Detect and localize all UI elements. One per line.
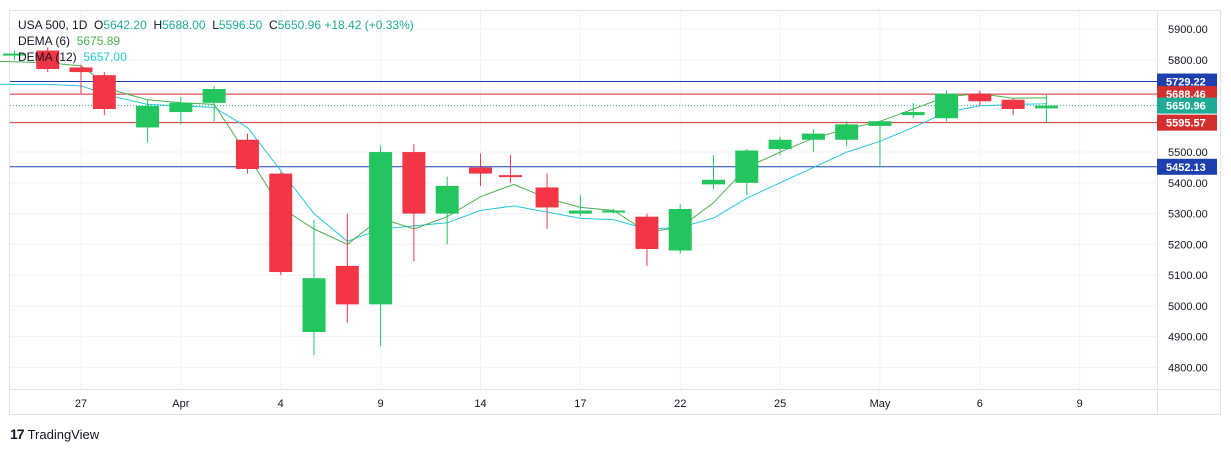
open-label: O xyxy=(94,18,104,32)
x-tick-label: Apr xyxy=(172,398,189,410)
time-axis: 27 Apr 4 9 14 17 22 25 May 6 9 xyxy=(75,398,1083,410)
candle-up xyxy=(435,185,459,214)
candle-up xyxy=(1034,105,1058,109)
candle-up xyxy=(202,88,226,103)
candle-up xyxy=(801,133,825,140)
candle-down xyxy=(468,167,492,174)
x-tick-label: 9 xyxy=(1077,398,1083,410)
candle-down xyxy=(269,173,293,273)
y-tick-label: 5400.00 xyxy=(1168,178,1208,190)
candle-up xyxy=(302,278,326,333)
y-tick-label: 5200.00 xyxy=(1168,239,1208,251)
x-tick-label: 25 xyxy=(774,398,786,410)
candle-up xyxy=(668,208,692,251)
change-value: +18.42 (+0.33%) xyxy=(324,18,414,32)
candle-up xyxy=(901,112,925,116)
brand-name: TradingView xyxy=(27,426,100,442)
x-tick-label: 17 xyxy=(574,398,586,410)
x-tick-label: 6 xyxy=(977,398,983,410)
candle-up xyxy=(369,152,393,305)
price-tag xyxy=(1157,158,1217,175)
close-value: 5650.96 xyxy=(277,18,321,32)
candle-down xyxy=(402,152,426,214)
dema12-label: DEMA (12) xyxy=(18,50,77,64)
y-tick-label: 4900.00 xyxy=(1168,332,1208,344)
ohlc-row: USA 500, 1D O5642.20 H5688.00 L5596.50 C… xyxy=(18,17,414,33)
tradingview-brand[interactable]: 17 TradingView xyxy=(10,426,99,442)
candle-up xyxy=(735,150,759,183)
price-axis-divider xyxy=(1157,10,1158,415)
x-tick-label: 27 xyxy=(75,398,87,410)
high-value: 5688.00 xyxy=(162,18,206,32)
high-label: H xyxy=(153,18,163,32)
y-tick-label: 5100.00 xyxy=(1168,270,1208,282)
y-tick-label: 5000.00 xyxy=(1168,301,1208,313)
x-tick-label: May xyxy=(870,398,891,410)
candle-up xyxy=(935,93,959,119)
low-label: L xyxy=(212,18,219,32)
y-tick-label: 4800.00 xyxy=(1168,362,1208,374)
candle-down xyxy=(498,175,522,178)
y-tick-label: 5800.00 xyxy=(1168,55,1208,67)
candles xyxy=(2,47,1058,356)
candle-up xyxy=(768,139,792,149)
y-tick-label: 5300.00 xyxy=(1168,209,1208,221)
candle-down xyxy=(1001,99,1025,109)
candle-down xyxy=(635,216,659,249)
y-tick-label: 5900.00 xyxy=(1168,24,1208,36)
x-tick-label: 14 xyxy=(474,398,486,410)
candle-up xyxy=(868,121,892,126)
candle-up xyxy=(2,53,26,56)
candle-up xyxy=(169,102,193,113)
candle-up xyxy=(602,210,626,213)
low-value: 5596.50 xyxy=(218,18,263,32)
price-tag xyxy=(1157,73,1217,90)
candle-down xyxy=(235,139,259,169)
price-tag-label: 5595.57 xyxy=(1166,118,1206,130)
open-value: 5642.20 xyxy=(103,18,147,32)
close-label: C xyxy=(268,18,278,32)
dema12-value: 5657.00 xyxy=(83,50,127,64)
candle-down xyxy=(535,187,559,208)
candle-up xyxy=(835,124,859,140)
candle-down xyxy=(92,75,116,109)
chart-legend: USA 500, 1D O5642.20 H5688.00 L5596.50 C… xyxy=(18,17,414,65)
symbol-label: USA 500, 1D xyxy=(18,18,88,32)
price-lines xyxy=(10,81,1157,168)
x-tick-label: 9 xyxy=(378,398,384,410)
candle-up xyxy=(568,210,592,214)
grid xyxy=(10,11,1157,389)
y-tick-label: 5500.00 xyxy=(1168,147,1208,159)
price-tag-label: 5729.22 xyxy=(1166,77,1206,89)
candle-down xyxy=(335,265,359,305)
dema6-line xyxy=(0,60,1047,245)
candle-down xyxy=(36,50,60,69)
dema6-row[interactable]: DEMA (6) 5675.89 xyxy=(18,33,414,49)
price-tag-label: 5452.13 xyxy=(1166,162,1206,174)
price-tag xyxy=(1157,114,1217,131)
x-tick-label: 22 xyxy=(674,398,686,410)
tradingview-logo-icon: 17 xyxy=(10,426,25,442)
indicator-lines xyxy=(0,60,1047,245)
dema6-label: DEMA (6) xyxy=(18,34,71,48)
dema12-row[interactable]: DEMA (12) 5657.00 xyxy=(18,49,414,65)
price-tag-label: 5650.96 xyxy=(1166,101,1206,113)
price-tag xyxy=(1157,97,1217,114)
dema6-value: 5675.89 xyxy=(76,34,121,48)
candle-up xyxy=(702,179,726,185)
candle-down xyxy=(69,67,93,73)
candle-down xyxy=(968,93,992,102)
chart-frame xyxy=(9,10,1221,415)
candle-up xyxy=(136,105,160,128)
x-tick-label: 4 xyxy=(278,398,284,410)
time-axis-divider xyxy=(9,389,1221,390)
